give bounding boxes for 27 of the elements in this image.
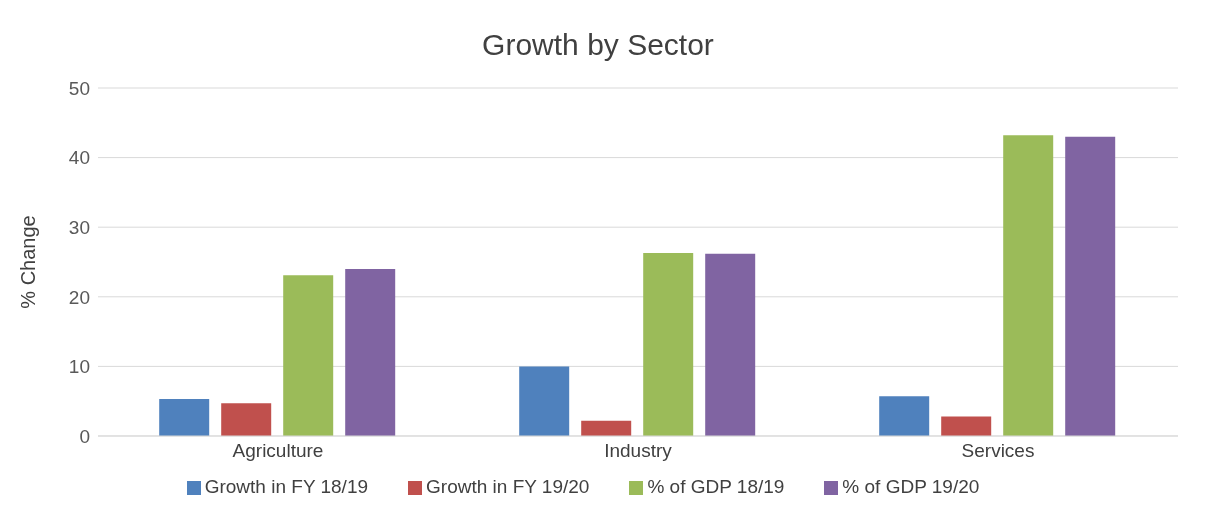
legend-label: Growth in FY 19/20 <box>426 476 590 497</box>
bar <box>221 403 272 436</box>
bar <box>159 399 210 436</box>
bar <box>345 268 396 436</box>
bar <box>941 416 992 436</box>
x-tick-label: Agriculture <box>232 440 324 462</box>
bar <box>283 275 334 436</box>
bar <box>879 396 930 436</box>
bar <box>519 366 570 436</box>
x-tick-label: Industry <box>604 440 673 462</box>
y-tick-label: 0 <box>79 425 90 447</box>
bar <box>581 420 632 436</box>
y-tick-label: 10 <box>68 356 90 378</box>
chart-title: Growth by Sector <box>481 27 715 63</box>
bar <box>1003 135 1054 436</box>
x-tick-label: Services <box>961 440 1035 462</box>
y-axis-title: % Change <box>17 215 40 309</box>
bar <box>1065 136 1116 436</box>
legend-label: % of GDP 18/19 <box>647 476 785 497</box>
legend-label: % of GDP 19/20 <box>842 476 980 497</box>
bar <box>643 252 694 436</box>
bar <box>705 253 756 436</box>
y-tick-label: 50 <box>68 77 90 99</box>
legend-label: Growth in FY 18/19 <box>204 476 369 497</box>
y-tick-label: 30 <box>68 216 90 238</box>
y-tick-label: 20 <box>68 286 90 308</box>
y-tick-label: 40 <box>68 147 90 169</box>
